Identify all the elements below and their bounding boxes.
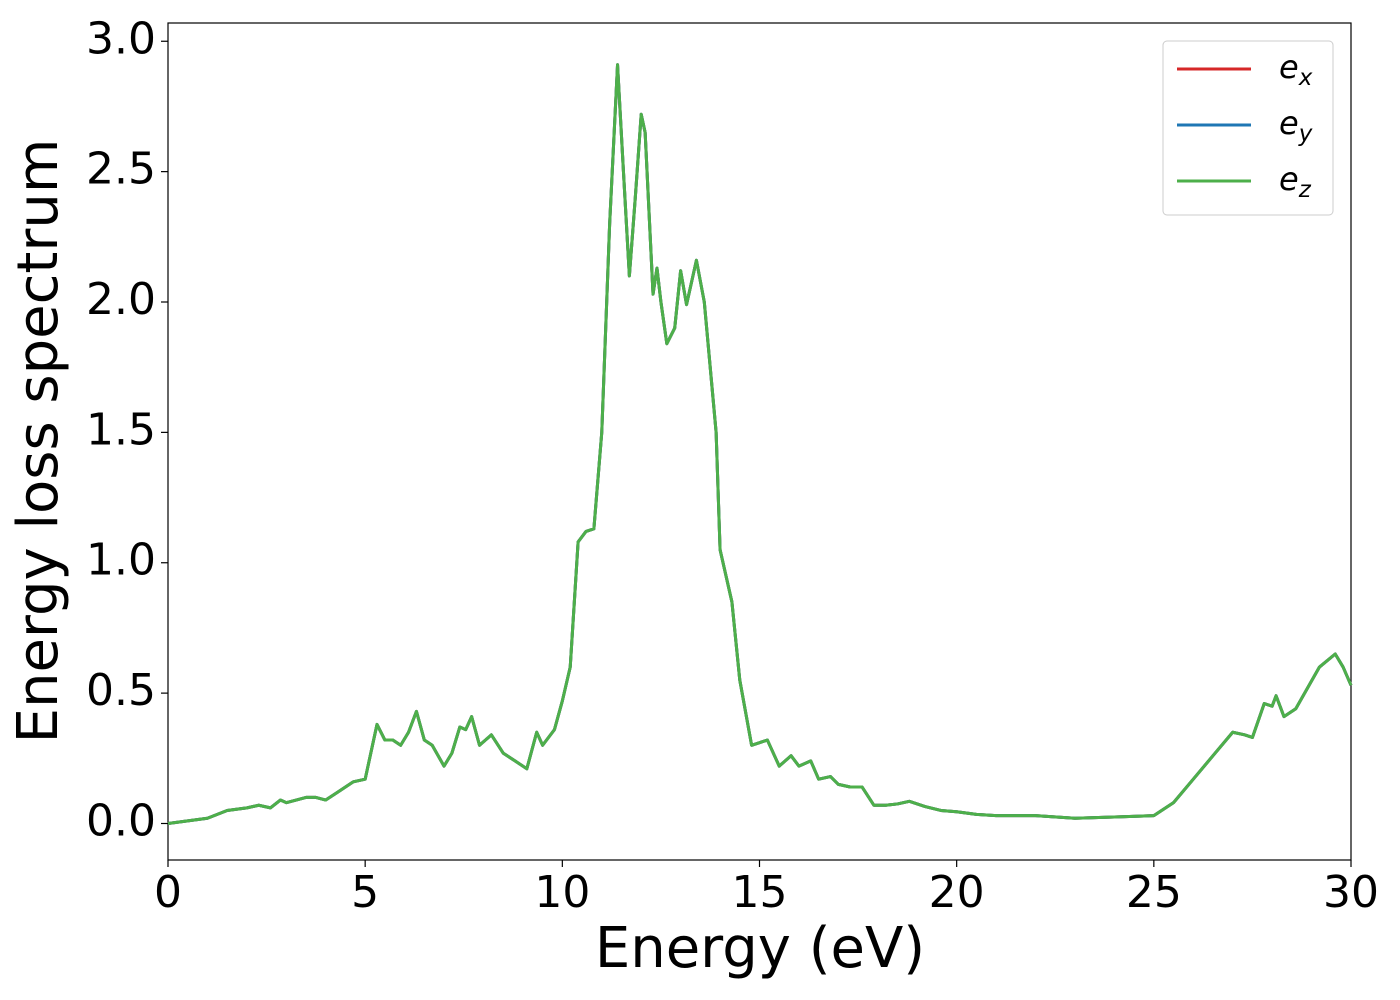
legend-box [1162, 40, 1334, 216]
line-series [167, 63, 1353, 825]
x-tick-label: 20 [929, 867, 985, 918]
y-tick-label: 1.0 [86, 535, 156, 586]
x-tick-label: 15 [732, 867, 788, 918]
x-tick-label: 30 [1323, 867, 1379, 918]
legend-label: ez [1279, 160, 1312, 203]
y-tick-label: 1.5 [86, 404, 156, 455]
x-tick-label: 5 [351, 867, 379, 918]
y-tick-label: 0.0 [86, 795, 156, 846]
y-axis-label: Energy loss spectrum [6, 139, 71, 744]
legend-label: ex [1279, 48, 1313, 91]
x-tick-label: 0 [154, 867, 182, 918]
y-tick-label: 3.0 [86, 13, 156, 64]
x-tick-label: 10 [534, 867, 590, 918]
x-tick-label: 25 [1126, 867, 1182, 918]
y-tick-label: 2.0 [86, 274, 156, 325]
x-axis-label: Energy (eV) [595, 916, 925, 981]
y-tick-label: 0.5 [86, 665, 156, 716]
legend-label: ey [1279, 104, 1313, 147]
y-tick-label: 2.5 [86, 144, 156, 195]
